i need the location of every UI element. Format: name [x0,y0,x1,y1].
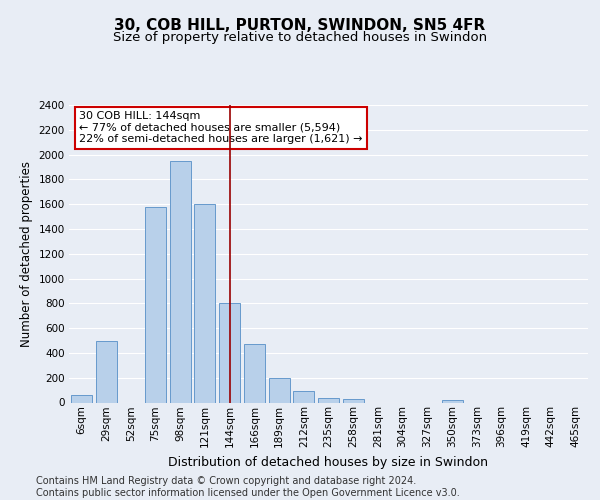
Bar [318,398,339,402]
Bar [170,161,191,402]
Bar [244,344,265,403]
Text: Contains public sector information licensed under the Open Government Licence v3: Contains public sector information licen… [36,488,460,498]
Bar [71,395,92,402]
Text: 30 COB HILL: 144sqm
← 77% of detached houses are smaller (5,594)
22% of semi-det: 30 COB HILL: 144sqm ← 77% of detached ho… [79,111,363,144]
Bar [219,304,240,402]
X-axis label: Distribution of detached houses by size in Swindon: Distribution of detached houses by size … [169,456,488,468]
Bar [194,204,215,402]
Y-axis label: Number of detached properties: Number of detached properties [20,161,33,347]
Bar [95,340,116,402]
Bar [145,206,166,402]
Bar [269,378,290,402]
Bar [293,392,314,402]
Text: Size of property relative to detached houses in Swindon: Size of property relative to detached ho… [113,31,487,44]
Bar [442,400,463,402]
Text: 30, COB HILL, PURTON, SWINDON, SN5 4FR: 30, COB HILL, PURTON, SWINDON, SN5 4FR [115,18,485,32]
Text: Contains HM Land Registry data © Crown copyright and database right 2024.: Contains HM Land Registry data © Crown c… [36,476,416,486]
Bar [343,399,364,402]
